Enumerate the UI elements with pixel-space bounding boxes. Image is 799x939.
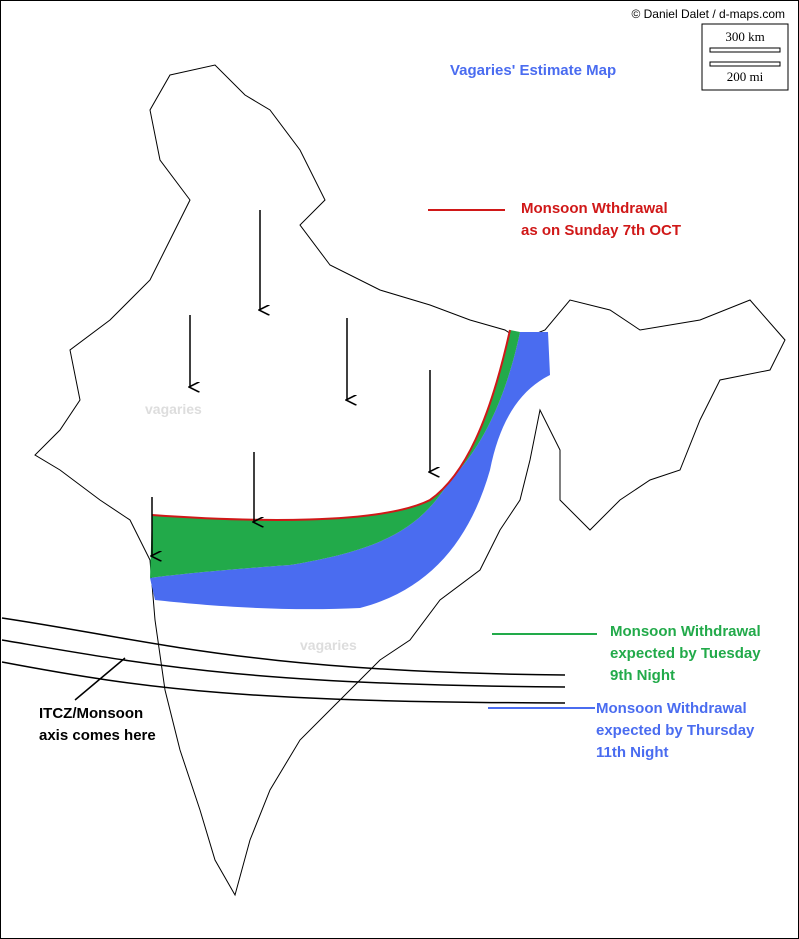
arrows (152, 210, 430, 556)
legend-text: Monsoon Withdrawal (596, 700, 747, 717)
annotation: axis comes here (39, 727, 156, 744)
scale-box (701, 23, 789, 91)
legend-text: Monsoon Withdrawal (610, 623, 761, 640)
legend-text: 9th Night (610, 667, 675, 684)
watermark: vagaries (300, 637, 357, 653)
scale-mi: 200 mi (727, 69, 764, 84)
red-line (151, 329, 511, 521)
credit: © Daniel Dalet / d-maps.com (631, 7, 785, 21)
legend-text: expected by Thursday (596, 722, 755, 739)
india-outline (34, 64, 786, 897)
watermark: vagaries (145, 401, 202, 417)
legend-text: as on Sunday 7th OCT (521, 222, 681, 239)
title: Vagaries' Estimate Map (450, 62, 616, 79)
itcz-lines (1, 617, 566, 704)
legend-text: Monsoon Wthdrawal (521, 200, 668, 217)
annotation: ITCZ/Monsoon (39, 705, 143, 722)
green-band (150, 330, 520, 578)
blue-band (150, 332, 550, 610)
scale-bar (709, 47, 781, 53)
scale-bar (709, 61, 781, 67)
scale-km: 300 km (725, 29, 764, 44)
legend-text: 11th Night (596, 744, 669, 761)
legend-text: expected by Tuesday (610, 645, 761, 662)
